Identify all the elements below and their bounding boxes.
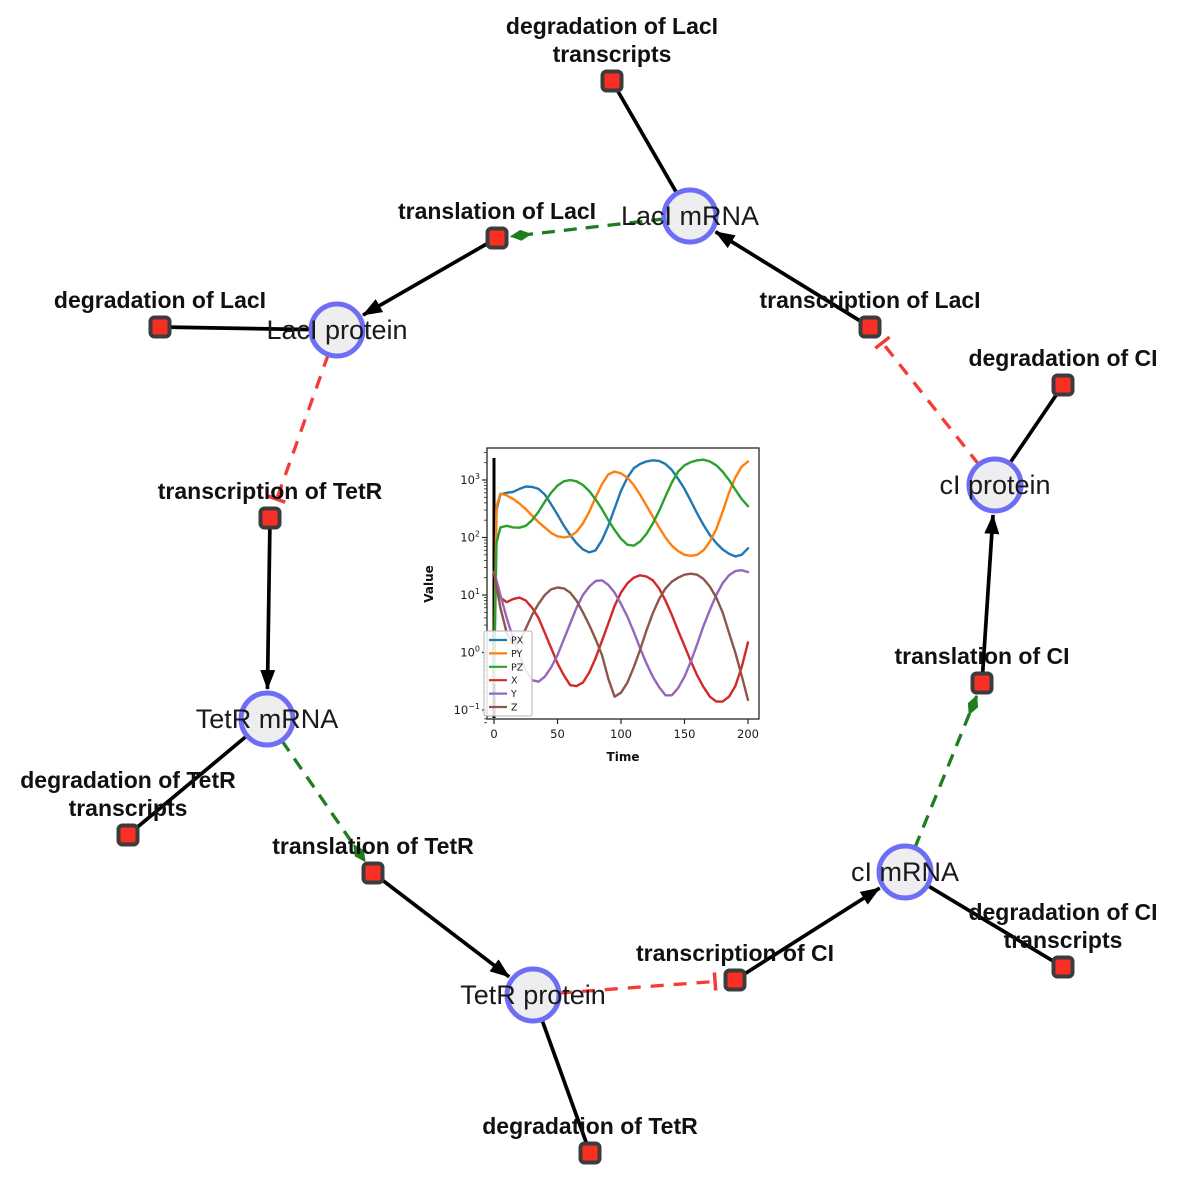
edge-r_transl_laci-to-laci_prot [362, 236, 498, 317]
reaction-label-r_deg_ci_tx-line2: transcripts [1004, 927, 1123, 953]
chart-x-tick-label: 100 [610, 727, 632, 741]
chart-legend-label-PX: PX [511, 636, 524, 647]
reaction-node-r_tx_tetr[interactable] [258, 506, 282, 530]
chart-frame [486, 447, 760, 720]
edge-r_tx_ci-to-ci_mrna [734, 886, 881, 982]
chart-legend-box [483, 630, 533, 717]
chart-series-PY [492, 460, 750, 684]
species-label-ci_prot: cI protein [939, 470, 1050, 500]
chart-series-Z [492, 570, 750, 702]
chart-y-tick-label: 102 [460, 530, 480, 545]
reaction-node-r_transl_ci[interactable] [970, 671, 994, 695]
chart-legend-label-Y: Y [510, 689, 517, 700]
edge-ci_mrna-to-r_transl_ci [913, 695, 979, 849]
chart-legend: PX PY PZ XYZ [483, 630, 533, 717]
edge-ci_mrna-to-r_deg_ci_tx [904, 870, 1064, 969]
edge-laci_prot-to-r_tx_tetr [267, 353, 330, 504]
labels-layer: LacI mRNA LacI protein TetR mRNA TetR prote… [20, 13, 1157, 1139]
edge-r_tx_tetr-to-tetr_mrna [260, 517, 276, 691]
reaction-node-r_tx_ci[interactable] [723, 968, 747, 992]
edge-ci_prot-to-r_tx_laci [874, 335, 981, 466]
chart-x-tick-label: 200 [737, 727, 759, 741]
chart-y-tick-label: 101 [460, 587, 480, 602]
chart-x-tick-label: 50 [550, 727, 565, 741]
reaction-label-r_tx_tetr: transcription of TetR [158, 478, 383, 504]
chart-x-axis-label: Time [607, 750, 640, 764]
species-label-laci_prot: LacI protein [266, 315, 407, 345]
edge-tetr_mrna-to-r_transl_tetr [280, 739, 367, 863]
reaction-label-r_deg_laci: degradation of LacI [54, 287, 266, 313]
chart-plot-area [492, 458, 750, 718]
reaction-label-r_transl_laci: translation of LacI [398, 198, 596, 224]
reaction-node-r_tx_laci[interactable] [858, 315, 882, 339]
species-label-tetr_prot: TetR protein [460, 980, 606, 1010]
species-label-laci_mrna: LacI mRNA [621, 201, 759, 231]
chart-legend-label-Z: Z [511, 703, 518, 714]
edge-laci_mrna-to-r_transl_laci [509, 217, 665, 241]
species-label-tetr_mrna: TetR mRNA [196, 704, 339, 734]
chart-x-tick-label: 0 [490, 727, 497, 741]
edge-tetr_mrna-to-r_deg_tetr_tx [126, 717, 269, 837]
reaction-label-r_deg_laci_tx-line2: transcripts [553, 41, 672, 67]
chart-legend-label-PZ: PZ [511, 662, 524, 673]
reaction-node-r_transl_laci[interactable] [485, 226, 509, 250]
reaction-label-r_deg_laci_tx-line1: degradation of LacI [506, 13, 718, 39]
species-node-ci_prot[interactable] [966, 456, 1024, 514]
reaction-label-r_transl_ci: translation of CI [894, 643, 1069, 669]
chart-axes: 0 50 100 150 200 103 102 101 100 10−1 [454, 447, 760, 741]
reaction-node-r_deg_tetr_tx[interactable] [116, 823, 140, 847]
chart-series-PZ [492, 458, 750, 684]
reaction-node-r_deg_laci_tx[interactable] [600, 69, 624, 93]
reaction-label-r_deg_tetr: degradation of TetR [482, 1113, 698, 1139]
species-label-ci_mrna: cI mRNA [851, 857, 959, 887]
species-node-tetr_mrna[interactable] [238, 690, 296, 748]
chart-x-tick-label: 150 [674, 727, 696, 741]
species-node-ci_mrna[interactable] [876, 843, 934, 901]
chart-legend-label-X: X [511, 676, 518, 687]
reaction-label-r_transl_tetr: translation of TetR [272, 833, 474, 859]
chart-y-tick-label: 103 [460, 472, 480, 487]
chart-legend-label-PY: PY [511, 649, 523, 660]
reaction-label-r_deg_ci_tx-line1: degradation of CI [968, 899, 1157, 925]
reaction-label-r_deg_tetr_tx-line2: transcripts [69, 795, 188, 821]
edge-r_transl_ci-to-ci_prot [980, 513, 1000, 684]
species-node-laci_prot[interactable] [308, 301, 366, 359]
reaction-label-r_deg_ci: degradation of CI [968, 345, 1157, 371]
nodes-layer [116, 69, 1075, 1165]
reaction-node-r_deg_tetr[interactable] [578, 1141, 602, 1165]
reaction-label-r_tx_laci: transcription of LacI [759, 287, 980, 313]
species-node-tetr_prot[interactable] [504, 966, 562, 1024]
reaction-node-r_transl_tetr[interactable] [361, 861, 385, 885]
edge-r_tx_laci-to-laci_mrna [714, 230, 871, 329]
edge-laci_prot-to-r_deg_laci [159, 325, 338, 332]
reaction-node-r_deg_ci_tx[interactable] [1051, 955, 1075, 979]
reaction-label-r_tx_ci: transcription of CI [636, 940, 834, 966]
reaction-label-r_deg_tetr_tx-line1: degradation of TetR [20, 767, 236, 793]
chart-y-tick-label: 100 [460, 645, 480, 660]
edge-r_transl_tetr-to-tetr_prot [371, 871, 511, 979]
chart-y-tick-label: 10−1 [454, 702, 480, 717]
species-node-laci_mrna[interactable] [661, 187, 719, 245]
chart-series-PX [492, 459, 750, 684]
edge-tetr_prot-to-r_tx_ci [558, 972, 718, 995]
reaction-node-r_deg_laci[interactable] [148, 315, 172, 339]
reaction-node-r_deg_ci[interactable] [1051, 373, 1075, 397]
chart-y-axis-label: Value [422, 565, 436, 603]
